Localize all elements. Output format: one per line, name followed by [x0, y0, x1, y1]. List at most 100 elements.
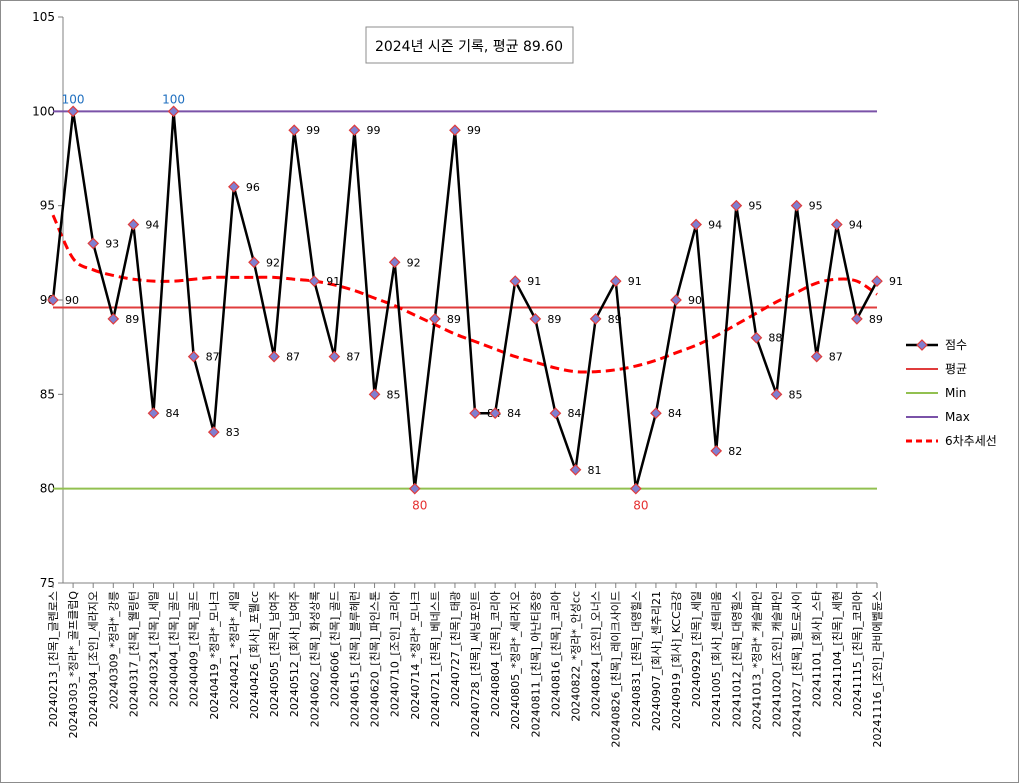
- y-tick-label: 105: [32, 10, 55, 24]
- data-label: 84: [567, 407, 581, 420]
- data-label: 91: [628, 275, 642, 288]
- data-label: 87: [829, 351, 843, 364]
- x-tick-label: 20240620_[친목]_파인스톤: [369, 591, 382, 727]
- data-label: 81: [588, 464, 602, 477]
- legend-label: 평균: [945, 362, 967, 376]
- score-point: [790, 199, 803, 212]
- score-point: [710, 445, 723, 457]
- score-point: [589, 313, 602, 325]
- x-tick-label: 20241104_[친목]_세현: [831, 591, 844, 707]
- x-tick-label: 20240421_*정라*_세일: [227, 591, 241, 709]
- data-label: 92: [266, 256, 280, 269]
- score-point: [609, 275, 622, 287]
- x-tick-label: 20240303_*정라*_골프클럽Q: [66, 591, 80, 739]
- data-label: 89: [547, 313, 561, 326]
- data-label: 90: [688, 294, 702, 307]
- score-point: [429, 313, 441, 325]
- legend-label: 점수: [945, 338, 967, 352]
- score-point: [228, 180, 240, 193]
- score-point: [187, 350, 200, 363]
- x-tick-label: 20240826_[친목]_레이크사이드: [610, 591, 623, 748]
- data-label: 83: [226, 426, 240, 439]
- score-point: [328, 350, 341, 363]
- x-tick-label: 20240811_[친목]_아난티중앙: [529, 591, 542, 737]
- score-point: [690, 218, 702, 231]
- data-label: 84: [507, 407, 521, 420]
- data-label: 85: [789, 388, 803, 401]
- x-tick-label: 20240404_[친목]_골드: [168, 591, 181, 707]
- x-tick-label: 20241027_[친목]_힐드로사이: [791, 591, 804, 737]
- legend-marker-score: [916, 339, 928, 351]
- x-tick-label: 20240512_[회사]_남여주: [288, 591, 301, 717]
- data-label-max: 100: [62, 92, 85, 106]
- data-label: 89: [608, 313, 622, 326]
- data-label-min: 80: [412, 499, 427, 513]
- score-line: [51, 111, 879, 489]
- x-tick-label: 20240213_[친목]_글렌로스: [47, 591, 60, 727]
- data-label: 95: [748, 200, 762, 213]
- x-tick-label: 20241116_[조인]_라비에벨듄스: [871, 591, 884, 748]
- x-tick-label: 20240409_[친목]_골드: [188, 591, 201, 707]
- score-point: [167, 105, 180, 118]
- y-tick-label: 95: [40, 199, 55, 213]
- score-point: [207, 426, 220, 438]
- data-label: 89: [869, 313, 883, 326]
- data-label: 91: [527, 275, 541, 288]
- score-point: [87, 237, 100, 250]
- data-label: 93: [105, 237, 119, 250]
- data-label: 82: [728, 445, 742, 458]
- data-label: 87: [206, 351, 220, 364]
- score-point: [388, 256, 401, 269]
- score-point: [529, 313, 542, 325]
- data-label: 94: [145, 219, 159, 232]
- data-label: 99: [306, 124, 320, 137]
- data-label: 87: [346, 351, 360, 364]
- data-label: 84: [165, 407, 179, 420]
- x-tick-label: 20240816_[친목]_코리아: [549, 591, 562, 717]
- score-point: [810, 350, 823, 363]
- data-label: 89: [447, 313, 461, 326]
- data-label: 99: [366, 124, 380, 137]
- x-tick-label: 20240426_[회사]_포웰cc: [248, 591, 261, 719]
- x-tick-label: 20240419_*정라*_모나크: [208, 591, 221, 720]
- y-tick-label: 80: [40, 482, 55, 496]
- y-tick-label: 75: [40, 576, 55, 590]
- score-point: [629, 482, 642, 495]
- trendline-6th-order: [51, 214, 878, 374]
- score-point: [670, 294, 682, 306]
- score-point: [750, 331, 763, 344]
- x-tick-label: 20240317_[친목]_웰링턴: [127, 591, 140, 717]
- x-tick-label: 20240804_[친목]_코리아: [489, 591, 502, 717]
- data-label: 90: [65, 294, 79, 307]
- x-tick-label: 20240615_[친목]_블루헤런: [348, 591, 361, 727]
- x-tick-label: 20240324_[친목]_세일: [146, 591, 160, 707]
- chart-title-group: 2024년 시즌 기록, 평균 89.60: [365, 26, 574, 64]
- score-point: [47, 294, 59, 306]
- score-point: [107, 313, 120, 325]
- chart-title: 2024년 시즌 기록, 평균 89.60: [375, 39, 563, 55]
- x-tick-label: 20240505_[친목]_남여주: [268, 591, 281, 717]
- data-label: 84: [668, 407, 682, 420]
- score-point: [147, 407, 160, 420]
- y-tick-label: 85: [40, 387, 55, 401]
- score-point: [489, 407, 501, 420]
- legend-label: 6차추세선: [945, 434, 997, 448]
- score-point: [308, 275, 321, 287]
- data-label: 87: [286, 351, 300, 364]
- score-point: [348, 124, 361, 137]
- legend-label: Min: [945, 386, 966, 400]
- score-point: [368, 388, 381, 401]
- score-point: [549, 407, 562, 420]
- score-point: [871, 275, 883, 287]
- score-point: [569, 463, 582, 476]
- x-tick-label: 20240929_[친목]_세일: [689, 591, 703, 707]
- x-tick-label: 20240824_[조인]_오너스: [590, 591, 603, 717]
- data-label: 92: [407, 256, 421, 269]
- legend-label: Max: [945, 410, 970, 424]
- x-tick-label: 20240919_[회사]_KCC금강: [670, 591, 683, 729]
- score-point: [408, 482, 421, 495]
- score-point: [288, 124, 301, 137]
